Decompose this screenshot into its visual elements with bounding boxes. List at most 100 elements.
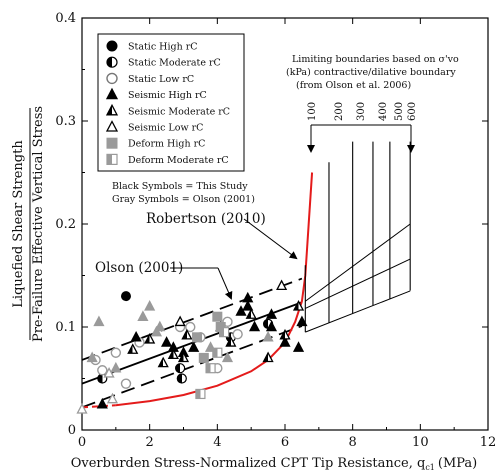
data-point (161, 336, 173, 347)
x-tick-label: 10 (412, 435, 429, 450)
robertson-curve (115, 172, 314, 407)
legend-marker (105, 87, 119, 100)
data-point (232, 329, 243, 340)
y-axis-label-line2: Pre-Failure Effective Vertical Stress (31, 106, 46, 342)
data-point (188, 341, 200, 352)
data-point (212, 311, 223, 322)
arrow-robertson (243, 218, 298, 260)
data-point (120, 378, 132, 389)
axis-ticks: 0 2 4 6 8 10 12 0 0.1 0.2 0.3 0.4 (55, 11, 496, 450)
data-point (265, 320, 278, 332)
legend-label: Seismic Low rC (128, 123, 203, 134)
data-point (93, 315, 105, 327)
boundary-label: 400 (378, 102, 389, 121)
data-point (262, 330, 274, 342)
legend-marker (106, 56, 118, 68)
data-point (221, 351, 234, 363)
x-tick-label: 0 (78, 435, 86, 450)
robertson-curve-dashed (81, 404, 116, 409)
x-axis-label-subscript: c1 (425, 463, 435, 470)
y-tick-label: 0.4 (55, 11, 76, 26)
y-tick-label: 0.2 (55, 217, 76, 232)
boundary-label: 100 (307, 102, 318, 121)
data-point (86, 351, 98, 363)
arrow-olson-down (217, 267, 233, 300)
boundary-note-2: (kPa) contractive/dilative boundary (286, 67, 456, 78)
symbol-note-gray: Gray Symbols = Olson (2001) (112, 194, 255, 205)
boundary-label: 600 (407, 102, 418, 121)
data-points (76, 279, 308, 414)
y-axis-label-line1: Liquefied Shear Strength (11, 140, 26, 308)
data-point (174, 315, 186, 327)
data-point (242, 300, 254, 311)
data-point (154, 320, 166, 332)
x-tick-label: 6 (281, 435, 289, 450)
boundary-fan-line (305, 223, 411, 302)
legend-marker (105, 120, 119, 132)
data-point (276, 279, 288, 291)
data-point (219, 327, 230, 338)
legend: Static High rC Static Moderate rC Static L… (97, 33, 245, 172)
legend-label: Seismic Moderate rC (128, 106, 230, 117)
data-point (150, 325, 163, 337)
data-point (248, 320, 261, 332)
legend-label: Static Low rC (128, 74, 194, 85)
x-tick-label: 8 (349, 435, 357, 450)
boundary-labels: 100 200 300 400 500 600 (307, 102, 418, 121)
legend-marker (105, 103, 119, 116)
boundary-fan-line (305, 258, 411, 309)
data-point (137, 310, 149, 321)
legend-marker (106, 153, 118, 165)
y-tick-label: 0.1 (55, 320, 76, 335)
annotation-olson: Olson (2001) (95, 260, 183, 276)
boundary-fan-line (305, 290, 411, 333)
olson-upper-bound (81, 277, 303, 361)
symbol-note-black: Black Symbols = This Study (112, 181, 248, 192)
legend-label: Deform Moderate rC (128, 155, 229, 166)
legend-marker (106, 40, 118, 52)
x-tick-label: 4 (213, 435, 221, 450)
data-point (292, 300, 305, 311)
data-point (97, 365, 108, 376)
y-tick-label: 0 (68, 423, 76, 438)
data-point (127, 343, 139, 354)
data-point (279, 328, 291, 340)
data-point (205, 363, 216, 374)
data-point (144, 333, 156, 344)
data-point (144, 300, 156, 311)
data-point (106, 392, 119, 404)
data-point (185, 321, 196, 333)
data-point (110, 361, 122, 373)
data-point (192, 332, 203, 343)
data-point (157, 356, 169, 368)
data-point (120, 291, 131, 302)
data-point (296, 315, 308, 327)
boundary-label: 300 (356, 102, 367, 121)
data-point (292, 341, 305, 352)
data-point (198, 352, 209, 363)
annotation-robertson: Robertson (2010) (146, 211, 266, 227)
data-point (181, 328, 193, 340)
data-point (103, 367, 115, 378)
legend-items: Static High rC Static Moderate rC Static L… (105, 40, 230, 166)
legend-box (97, 33, 245, 172)
data-point (279, 336, 291, 347)
data-point (176, 373, 187, 384)
data-point (177, 351, 190, 363)
x-tick-label: 12 (480, 435, 496, 450)
data-point (130, 330, 142, 342)
data-point (265, 308, 278, 319)
data-point (245, 308, 257, 319)
data-point (262, 351, 274, 363)
data-point (175, 363, 186, 374)
x-axis-label-unit: (MPa) (438, 456, 477, 470)
y-tick-label: 0.3 (55, 114, 76, 129)
x-axis-label: Overburden Stress-Normalized CPT Tip Res… (71, 456, 478, 470)
legend-label: Static Moderate rC (128, 58, 221, 69)
legend-label: Deform High rC (128, 139, 205, 150)
boundary-label: 200 (334, 102, 345, 121)
data-point (110, 347, 122, 358)
boundary-note-1: Limiting boundaries based on σ'vo (292, 54, 459, 65)
legend-label: Static High rC (128, 42, 198, 53)
